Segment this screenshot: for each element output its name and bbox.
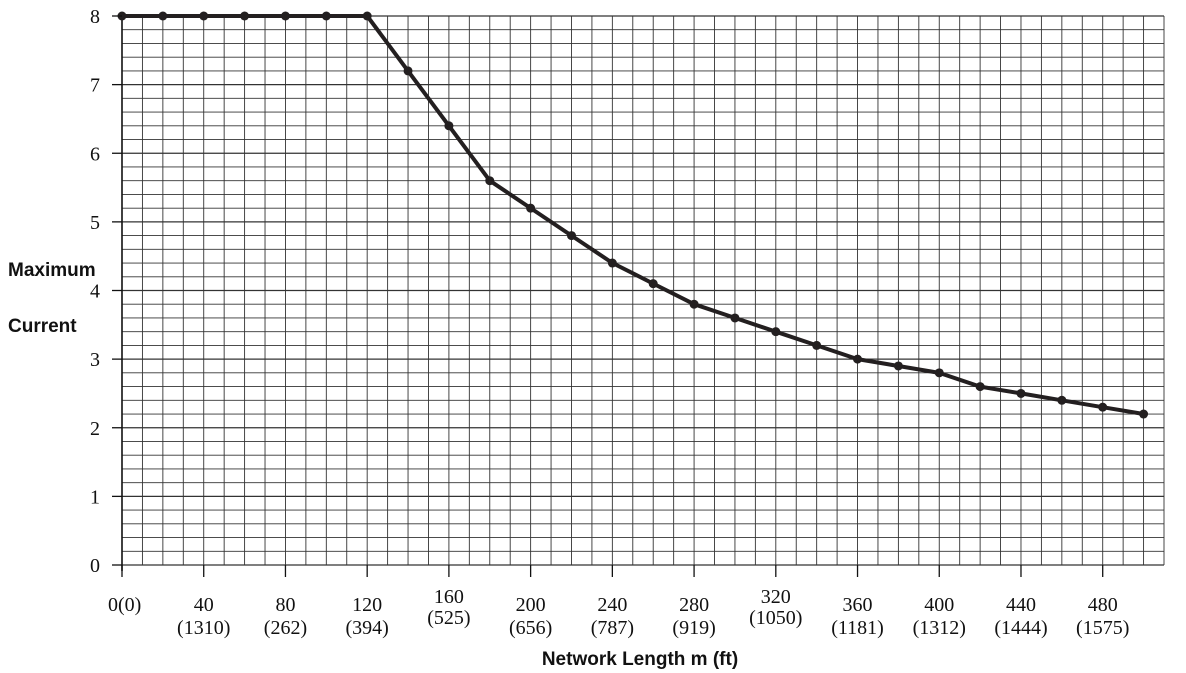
x-tick-sublabel: (787) — [591, 617, 634, 639]
data-point — [485, 176, 495, 186]
data-point — [199, 11, 209, 21]
x-tick-label: 480 — [1088, 594, 1118, 616]
data-point — [526, 203, 536, 213]
data-point — [771, 327, 781, 337]
y-axis-title-line-1: Maximum — [8, 260, 96, 281]
x-tick-sublabel: (525) — [427, 607, 470, 629]
data-point — [321, 11, 331, 21]
x-tick-sublabel: (262) — [264, 617, 307, 639]
y-tick-label: 5 — [90, 212, 100, 234]
y-tick-label: 7 — [90, 75, 100, 97]
x-tick-labels: 0(0) 40(1310) 80(262) 120(394) 160(525) 200(6… — [108, 565, 1129, 639]
y-axis-title-line-2: Current — [8, 316, 77, 337]
data-point — [1057, 395, 1067, 405]
data-point — [730, 313, 740, 323]
x-axis-title: Network Length m (ft) — [542, 649, 738, 670]
x-tick-sublabel: (1050) — [749, 607, 802, 629]
y-tick-label: 8 — [90, 6, 100, 28]
x-tick-label: 400 — [924, 594, 954, 616]
data-point — [1098, 402, 1108, 412]
y-tick-label: 4 — [90, 281, 100, 303]
y-tick-label: 2 — [90, 418, 100, 440]
y-tick-label: 1 — [90, 486, 100, 508]
data-point — [240, 11, 250, 21]
x-tick-sublabel: (1575) — [1076, 617, 1129, 639]
x-tick-label: 0(0) — [108, 594, 141, 616]
x-tick-sublabel: (1310) — [177, 617, 230, 639]
x-tick-label: 240 — [597, 594, 627, 616]
x-tick-sublabel: (1181) — [831, 617, 884, 639]
x-tick-label: 200 — [516, 594, 546, 616]
x-tick-label: 440 — [1006, 594, 1036, 616]
series-line — [120, 14, 1146, 416]
y-tick-labels: 0 1 2 3 4 5 6 7 8 — [90, 6, 122, 577]
x-tick-label: 360 — [843, 594, 873, 616]
data-point — [893, 361, 903, 371]
x-tick-sublabel: (394) — [346, 617, 389, 639]
data-point — [1139, 409, 1149, 419]
data-point — [158, 11, 168, 21]
data-point — [648, 279, 658, 289]
data-point — [1016, 388, 1026, 398]
x-tick-label: 160 — [434, 586, 464, 608]
data-point — [280, 11, 290, 21]
y-tick-label: 3 — [90, 349, 100, 371]
x-tick-sublabel: (919) — [672, 617, 715, 639]
data-point — [689, 299, 699, 309]
data-point — [403, 66, 413, 76]
data-point — [444, 121, 454, 131]
data-point — [934, 368, 944, 378]
series-layer — [117, 11, 1149, 419]
x-tick-sublabel: (1444) — [994, 617, 1047, 639]
x-tick-label: 120 — [352, 594, 382, 616]
data-point — [566, 231, 576, 241]
x-tick-sublabel: (1312) — [913, 617, 966, 639]
x-tick-sublabel: (656) — [509, 617, 552, 639]
x-tick-label: 80 — [275, 594, 295, 616]
y-tick-label: 0 — [90, 555, 100, 577]
data-point — [607, 258, 617, 268]
data-point — [853, 354, 863, 364]
x-tick-label: 320 — [761, 586, 791, 608]
data-point — [975, 382, 985, 392]
y-tick-label: 6 — [90, 143, 100, 165]
grid — [121, 14, 1165, 571]
x-tick-label: 280 — [679, 594, 709, 616]
x-tick-label: 40 — [194, 594, 214, 616]
data-point — [812, 340, 822, 350]
data-point — [362, 11, 372, 21]
